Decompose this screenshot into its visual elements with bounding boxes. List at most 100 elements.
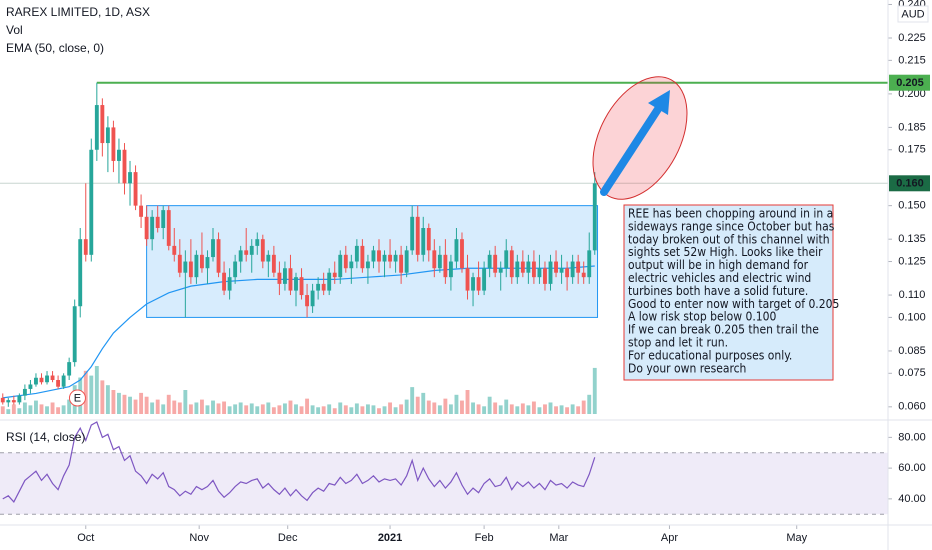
volume-bar <box>382 406 387 414</box>
note-line: output will be in high demand for <box>628 258 809 272</box>
candle-body <box>493 254 498 273</box>
volume-bar <box>404 399 409 414</box>
candle-body <box>443 254 448 278</box>
candle-body <box>249 245 254 255</box>
candle-body <box>11 400 16 403</box>
volume-bar <box>288 400 293 414</box>
candle-body <box>39 377 44 383</box>
volume-bar <box>443 398 448 414</box>
candle-body <box>83 239 88 255</box>
volume-bar <box>61 405 66 414</box>
candle-body <box>454 239 459 262</box>
volume-bar <box>249 403 254 414</box>
volume-bar <box>454 394 459 414</box>
candle-body <box>371 250 376 262</box>
volume-bar <box>133 399 138 414</box>
volume-bar <box>67 399 72 414</box>
volume-bar <box>117 392 121 414</box>
candle-body <box>177 254 182 273</box>
candle-body <box>393 254 398 262</box>
currency: AUD <box>901 8 924 20</box>
candle-body <box>211 239 215 258</box>
candle-body <box>471 277 475 291</box>
y-tick-label: 0.175 <box>898 144 926 156</box>
y-tick-label: 0.135 <box>898 233 926 245</box>
x-tick-label: Apr <box>661 532 678 544</box>
candle-body <box>437 254 442 269</box>
volume-bar <box>448 404 453 414</box>
candle-body <box>56 380 61 387</box>
candle-body <box>415 216 420 255</box>
candle-body <box>360 245 365 269</box>
volume-bar <box>399 404 404 414</box>
volume-bar <box>426 400 431 414</box>
arrow-shaft <box>600 102 664 196</box>
volume-bar <box>587 394 592 414</box>
volume-bar <box>211 400 215 414</box>
volume-bar <box>526 405 531 414</box>
volume-bar <box>299 406 304 414</box>
volume-bar <box>421 392 426 414</box>
volume-bar <box>393 407 398 414</box>
volume-bar <box>244 405 249 414</box>
front-layer: 0.060 0.075 0.085 0.100 0.110 0.125 0.135 0.150… <box>68 0 930 544</box>
candle-body <box>166 210 171 246</box>
volume-bar <box>592 367 597 414</box>
candle-body <box>194 254 199 278</box>
candle-body <box>188 261 193 278</box>
volume-bar <box>150 402 155 414</box>
volume-bar <box>122 394 127 414</box>
volume-bar <box>515 406 520 414</box>
candle-body <box>0 397 5 403</box>
volume-bar <box>194 402 199 414</box>
candle-body <box>426 228 431 251</box>
y-tick-label: 0.240 <box>898 0 926 10</box>
candle-body <box>111 127 116 161</box>
volume-bar <box>11 404 16 414</box>
x-tick-label: Feb <box>475 532 494 544</box>
candle-body <box>144 216 149 240</box>
candle-body <box>299 277 304 296</box>
volume-bar <box>305 398 310 414</box>
note-line: sights set 52w High. Looks like their <box>628 245 823 259</box>
candle-body <box>72 306 77 363</box>
y-tick-label: 0.150 <box>898 200 926 212</box>
candle-body <box>238 250 243 262</box>
volume-bar <box>365 404 370 414</box>
candle-body <box>482 268 487 291</box>
volume-bar <box>277 405 282 414</box>
candle-body <box>565 268 570 278</box>
volume-bar <box>310 405 315 414</box>
volume-bar <box>94 366 99 414</box>
note-line: today broken out of this channel with <box>628 232 830 246</box>
note-line: Good to enter now with target of 0.205 <box>628 297 839 311</box>
volume-bar <box>233 404 238 414</box>
y-tick-label: 0.200 <box>898 88 926 100</box>
volume-bar <box>338 402 343 414</box>
rsi-tick-label: 80.00 <box>898 431 926 443</box>
candle-body <box>498 268 503 273</box>
volume-bar <box>460 400 464 414</box>
currency-box <box>897 5 929 23</box>
candle-body <box>570 261 575 278</box>
candle-body <box>128 172 132 184</box>
candle-body <box>233 261 238 278</box>
candle-body <box>432 250 437 269</box>
event-marker <box>68 389 86 407</box>
note-box <box>623 204 834 381</box>
volume-bar <box>548 402 553 414</box>
candle-body <box>465 268 470 291</box>
volume-bar <box>487 396 492 414</box>
volume-bar <box>498 405 503 414</box>
candle-body <box>227 277 232 291</box>
candle-body <box>548 261 553 284</box>
candle-body <box>520 261 525 273</box>
volume-bar <box>316 407 321 414</box>
volume-bar <box>89 375 94 414</box>
note-line: stop and let it run. <box>628 336 728 350</box>
x-tick-label: Nov <box>189 532 209 544</box>
candle-body <box>255 239 260 246</box>
y-tick-label: 0.185 <box>898 121 926 133</box>
candle-body <box>321 283 326 291</box>
